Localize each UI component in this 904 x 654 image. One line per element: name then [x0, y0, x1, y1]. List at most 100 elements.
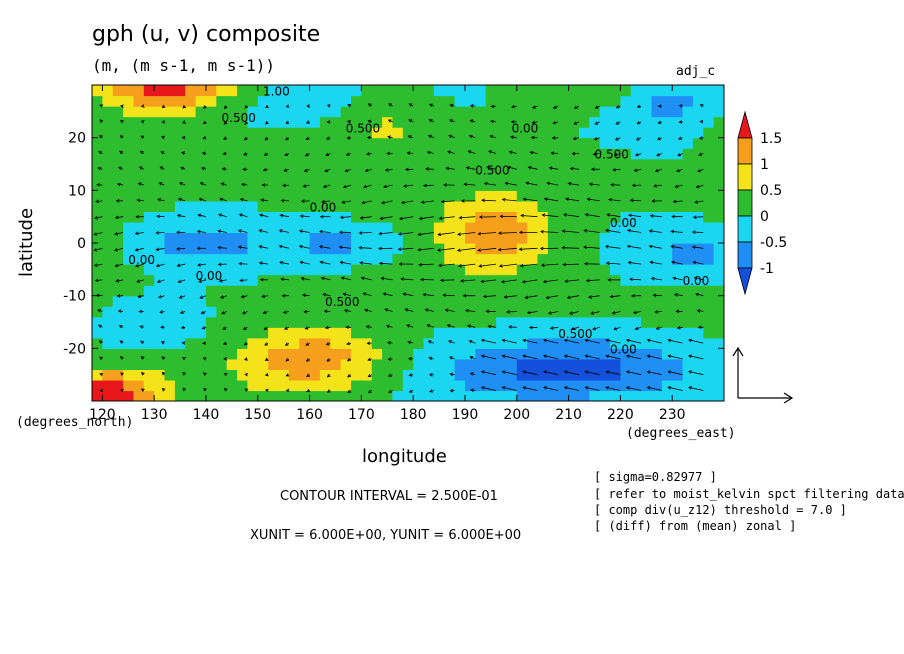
- wind-vector-head: [691, 245, 696, 249]
- wind-vector-head: [384, 308, 389, 312]
- wind-vector: [137, 182, 144, 186]
- contour-cell: [651, 106, 663, 118]
- wind-vector-shaft: [282, 184, 289, 187]
- wind-vector-head: [136, 279, 140, 283]
- wind-vector: [386, 151, 393, 156]
- wind-vector: [242, 326, 248, 330]
- contour-cell: [433, 285, 445, 297]
- wind-vector: [467, 150, 476, 154]
- wind-vector-shaft: [674, 294, 683, 297]
- contour-cell: [268, 295, 280, 307]
- contour-cell: [278, 274, 290, 286]
- contour-cell: [257, 211, 269, 223]
- wind-vector: [678, 120, 683, 124]
- contour-cell: [568, 243, 580, 255]
- contour-cell: [641, 337, 653, 349]
- wind-vector: [627, 260, 642, 265]
- contour-cell: [672, 179, 684, 191]
- wind-vector-shaft: [261, 199, 269, 202]
- contour-cell: [547, 348, 559, 360]
- wind-vector: [501, 354, 517, 360]
- contour-cell: [568, 179, 580, 191]
- contour-cell: [599, 106, 611, 118]
- contour-cell: [423, 148, 435, 160]
- contour-cell: [330, 211, 342, 223]
- wind-vector-head: [137, 294, 142, 299]
- wind-vector: [264, 388, 269, 393]
- wind-vector-shaft: [299, 245, 310, 249]
- wind-vector: [605, 228, 621, 233]
- contour-cell: [537, 232, 549, 244]
- contour-cell: [112, 264, 124, 276]
- wind-vector: [503, 295, 517, 299]
- wind-vector: [542, 279, 559, 284]
- contour-cell: [392, 295, 404, 307]
- contour-cell: [703, 274, 715, 286]
- contour-cell: [299, 274, 311, 286]
- wind-vector: [202, 136, 207, 140]
- contour-cell: [102, 327, 114, 339]
- wind-vector: [449, 103, 455, 108]
- wind-vector-head: [339, 260, 344, 265]
- wind-vector-head: [387, 119, 392, 123]
- contour-cell: [340, 106, 352, 118]
- contour-cell: [382, 95, 394, 107]
- contour-cell: [143, 190, 155, 202]
- wind-vector-head: [119, 120, 124, 124]
- contour-cell: [185, 85, 197, 97]
- wind-vector: [550, 151, 559, 155]
- contour-cell: [558, 390, 570, 401]
- wind-vector-head: [299, 214, 304, 218]
- contour-cell: [610, 221, 621, 234]
- contour-cell: [309, 200, 321, 212]
- contour-cell: [620, 295, 632, 307]
- contour-cell: [661, 295, 673, 307]
- contour-cell: [454, 200, 466, 212]
- contour-cell: [672, 295, 684, 307]
- wind-vector-head: [549, 326, 554, 330]
- wind-vector: [340, 276, 352, 281]
- contour-cell: [392, 221, 404, 234]
- contour-cell: [610, 306, 621, 318]
- contour-cell: [506, 127, 518, 139]
- contour-cell: [154, 253, 166, 265]
- wind-vector-head: [613, 152, 618, 157]
- contour-cell: [651, 200, 663, 212]
- contour-cell: [516, 348, 528, 360]
- contour-cell: [143, 316, 155, 328]
- contour-cell: [589, 232, 601, 244]
- contour-cell: [102, 179, 114, 191]
- contour-cell: [402, 158, 414, 170]
- contour-cell: [682, 295, 694, 307]
- wind-vector-shaft: [562, 230, 580, 233]
- wind-vector: [427, 134, 435, 139]
- contour-cell: [102, 337, 114, 349]
- contour-cell: [185, 137, 197, 149]
- wind-vector-head: [244, 372, 249, 377]
- wind-vector-shaft: [526, 182, 538, 186]
- contour-cell: [195, 158, 207, 170]
- contour-cell: [444, 200, 456, 212]
- wind-vector-head: [321, 199, 325, 204]
- contour-cell: [174, 369, 186, 381]
- wind-vector-head: [465, 166, 470, 170]
- contour-cell: [133, 137, 145, 149]
- contour-cell: [330, 358, 342, 370]
- wind-vector-head: [401, 200, 405, 205]
- wind-vector-head: [518, 230, 523, 235]
- wind-vector: [259, 213, 269, 218]
- contour-cell: [257, 116, 269, 128]
- wind-vector-head: [96, 183, 100, 187]
- contour-cell: [102, 379, 114, 392]
- contour-cell: [382, 232, 394, 244]
- contour-cell: [164, 264, 176, 276]
- wind-vector: [262, 310, 269, 315]
- contour-cell: [133, 127, 145, 139]
- contour-cell: [164, 95, 176, 107]
- wind-vector: [282, 310, 289, 314]
- wind-vector: [615, 121, 621, 125]
- contour-cell: [692, 369, 704, 381]
- contour-cell: [464, 158, 476, 170]
- wind-vector: [196, 229, 207, 234]
- contour-cell: [444, 106, 456, 118]
